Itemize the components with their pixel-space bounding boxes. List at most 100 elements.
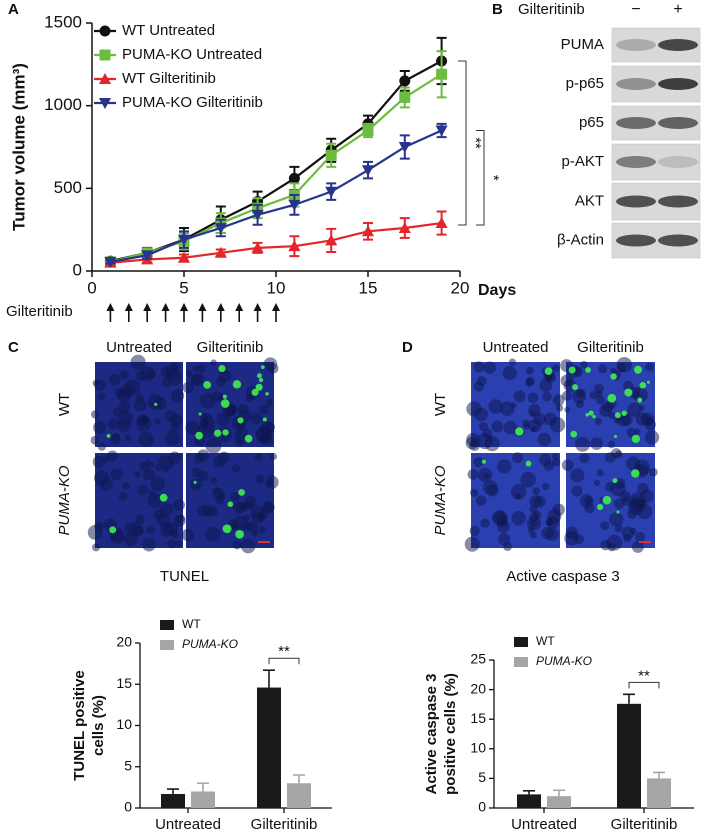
positive-cell [260, 365, 265, 369]
nucleus [572, 389, 587, 404]
nucleus [207, 506, 219, 517]
x-tick-label: 5 [179, 278, 188, 297]
panel-label: B [492, 1, 503, 18]
significance-bracket [628, 681, 660, 689]
nucleus [154, 418, 161, 425]
error-bar [167, 788, 179, 794]
nucleus [615, 450, 623, 458]
nucleus [467, 469, 479, 480]
nucleus [236, 501, 247, 513]
positive-cell [257, 373, 262, 379]
nucleus [644, 418, 656, 431]
positive-cell [232, 380, 242, 389]
dosing-arrowhead [272, 303, 280, 311]
y-tick-label: 10 [470, 740, 486, 756]
nucleus [551, 364, 560, 373]
y-tick-label: 1500 [44, 12, 82, 31]
nucleus [475, 495, 487, 506]
blot-band [658, 78, 698, 90]
nucleus [605, 452, 616, 463]
caption: Active caspase 3 [506, 568, 619, 585]
marker [325, 149, 337, 161]
nucleus [562, 390, 573, 401]
blot-band [616, 234, 656, 247]
nucleus [130, 354, 146, 370]
nucleus [525, 366, 534, 375]
positive-cell [621, 410, 627, 416]
protein-label: p-p65 [566, 75, 604, 92]
nucleus [473, 457, 484, 468]
nucleus [110, 468, 124, 481]
nucleus [255, 425, 272, 442]
marker [361, 165, 375, 177]
nucleus [171, 389, 185, 403]
nucleus [107, 418, 120, 430]
marker [436, 68, 448, 80]
column-label: Gilteritinib [577, 339, 644, 356]
nucleus [133, 398, 147, 412]
nucleus [639, 499, 648, 508]
y-tick-label: 15 [116, 675, 132, 691]
blot-band [616, 195, 656, 208]
nucleus [235, 438, 244, 447]
nucleus [649, 467, 658, 477]
nucleus [513, 390, 526, 403]
nucleus [608, 411, 616, 420]
positive-cell [602, 495, 612, 505]
y-tick-label: 10 [116, 716, 132, 732]
positive-cell [195, 431, 204, 440]
nucleus [198, 470, 209, 482]
positive-cell [572, 384, 579, 391]
positive-cell [585, 413, 590, 417]
nucleus [137, 484, 149, 496]
marker [288, 199, 301, 211]
positive-cell [193, 480, 197, 484]
bar [161, 793, 185, 808]
positive-cell [616, 510, 620, 514]
nucleus [158, 455, 174, 471]
nucleus [465, 436, 479, 450]
nucleus [93, 420, 107, 434]
blot-band [658, 156, 698, 168]
nucleus [610, 481, 626, 497]
nucleus [91, 543, 101, 552]
nucleus [525, 378, 534, 388]
error-bar [263, 669, 275, 688]
nucleus [194, 452, 206, 464]
positive-cell [109, 526, 117, 534]
nucleus [609, 512, 624, 527]
nucleus [488, 399, 503, 414]
y-tick-label: 1000 [44, 95, 82, 114]
nucleus [117, 388, 132, 403]
error-bar [623, 693, 635, 704]
nucleus [107, 450, 118, 462]
nucleus [645, 430, 660, 445]
nucleus [551, 458, 561, 467]
blot-band [616, 156, 656, 168]
legend-label: WT Gilteritinib [122, 70, 216, 87]
nucleus [205, 437, 222, 454]
legend-label: WT [182, 617, 201, 631]
nucleus [138, 431, 154, 448]
nucleus [476, 376, 487, 386]
nucleus [205, 526, 221, 542]
nucleus [122, 481, 131, 490]
nucleus [555, 404, 564, 412]
nucleus [201, 412, 212, 424]
legend-swatch [514, 657, 528, 667]
nucleus [542, 391, 552, 402]
nucleus [598, 364, 608, 374]
positive-cell [244, 434, 253, 443]
marker [104, 256, 117, 268]
significance-label: ** [278, 643, 290, 660]
nucleus [600, 540, 611, 551]
positive-cell [568, 366, 576, 374]
nucleus [503, 420, 518, 435]
nucleus [473, 361, 485, 373]
nucleus [210, 359, 217, 366]
positive-cell [631, 469, 640, 478]
nucleus [552, 394, 565, 406]
y-tick-label: 5 [478, 769, 486, 785]
positive-cell [585, 367, 591, 373]
x-tick-label: 15 [359, 278, 378, 297]
